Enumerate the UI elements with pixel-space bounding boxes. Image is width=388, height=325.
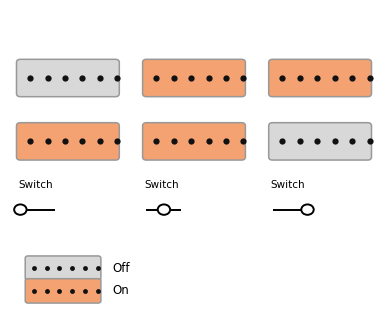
Text: Switch: Switch xyxy=(270,180,305,190)
FancyBboxPatch shape xyxy=(268,59,371,97)
Text: Switch: Switch xyxy=(144,180,179,190)
FancyBboxPatch shape xyxy=(143,123,246,160)
Circle shape xyxy=(14,204,26,215)
Text: Switch: Switch xyxy=(18,180,53,190)
FancyBboxPatch shape xyxy=(16,59,120,97)
Circle shape xyxy=(301,204,314,215)
FancyBboxPatch shape xyxy=(16,123,120,160)
FancyBboxPatch shape xyxy=(25,279,101,303)
FancyBboxPatch shape xyxy=(143,59,246,97)
Circle shape xyxy=(158,204,170,215)
FancyBboxPatch shape xyxy=(25,256,101,280)
FancyBboxPatch shape xyxy=(268,123,371,160)
Text: On: On xyxy=(113,284,129,297)
Text: Off: Off xyxy=(113,262,130,275)
